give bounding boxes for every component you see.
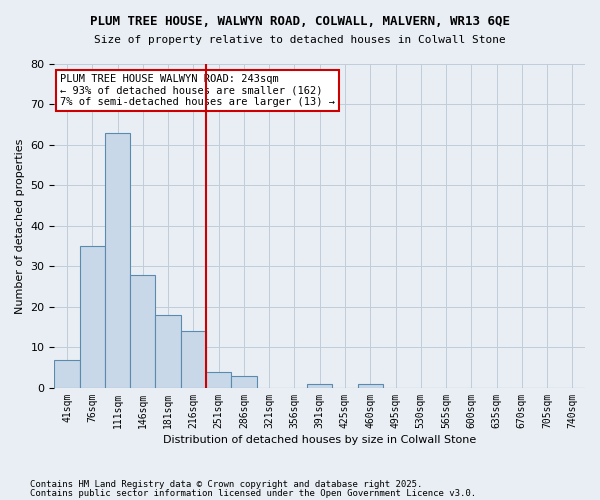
Bar (80, 246, 105, 388)
Text: PLUM TREE HOUSE WALWYN ROAD: 243sqm
← 93% of detached houses are smaller (162)
7: PLUM TREE HOUSE WALWYN ROAD: 243sqm ← 93… (60, 74, 335, 107)
Text: Size of property relative to detached houses in Colwall Stone: Size of property relative to detached ho… (94, 35, 506, 45)
Y-axis label: Number of detached properties: Number of detached properties (15, 138, 25, 314)
Bar (130, 274, 155, 388)
Bar (55, 360, 80, 388)
Text: Contains HM Land Registry data © Crown copyright and database right 2025.: Contains HM Land Registry data © Crown c… (30, 480, 422, 489)
Bar (105, 133, 130, 388)
Bar (155, 315, 181, 388)
X-axis label: Distribution of detached houses by size in Colwall Stone: Distribution of detached houses by size … (163, 435, 476, 445)
Bar (206, 372, 231, 388)
Bar (181, 332, 206, 388)
Bar (231, 376, 257, 388)
Bar (307, 384, 332, 388)
Bar (358, 384, 383, 388)
Text: Contains public sector information licensed under the Open Government Licence v3: Contains public sector information licen… (30, 488, 476, 498)
Text: PLUM TREE HOUSE, WALWYN ROAD, COLWALL, MALVERN, WR13 6QE: PLUM TREE HOUSE, WALWYN ROAD, COLWALL, M… (90, 15, 510, 28)
